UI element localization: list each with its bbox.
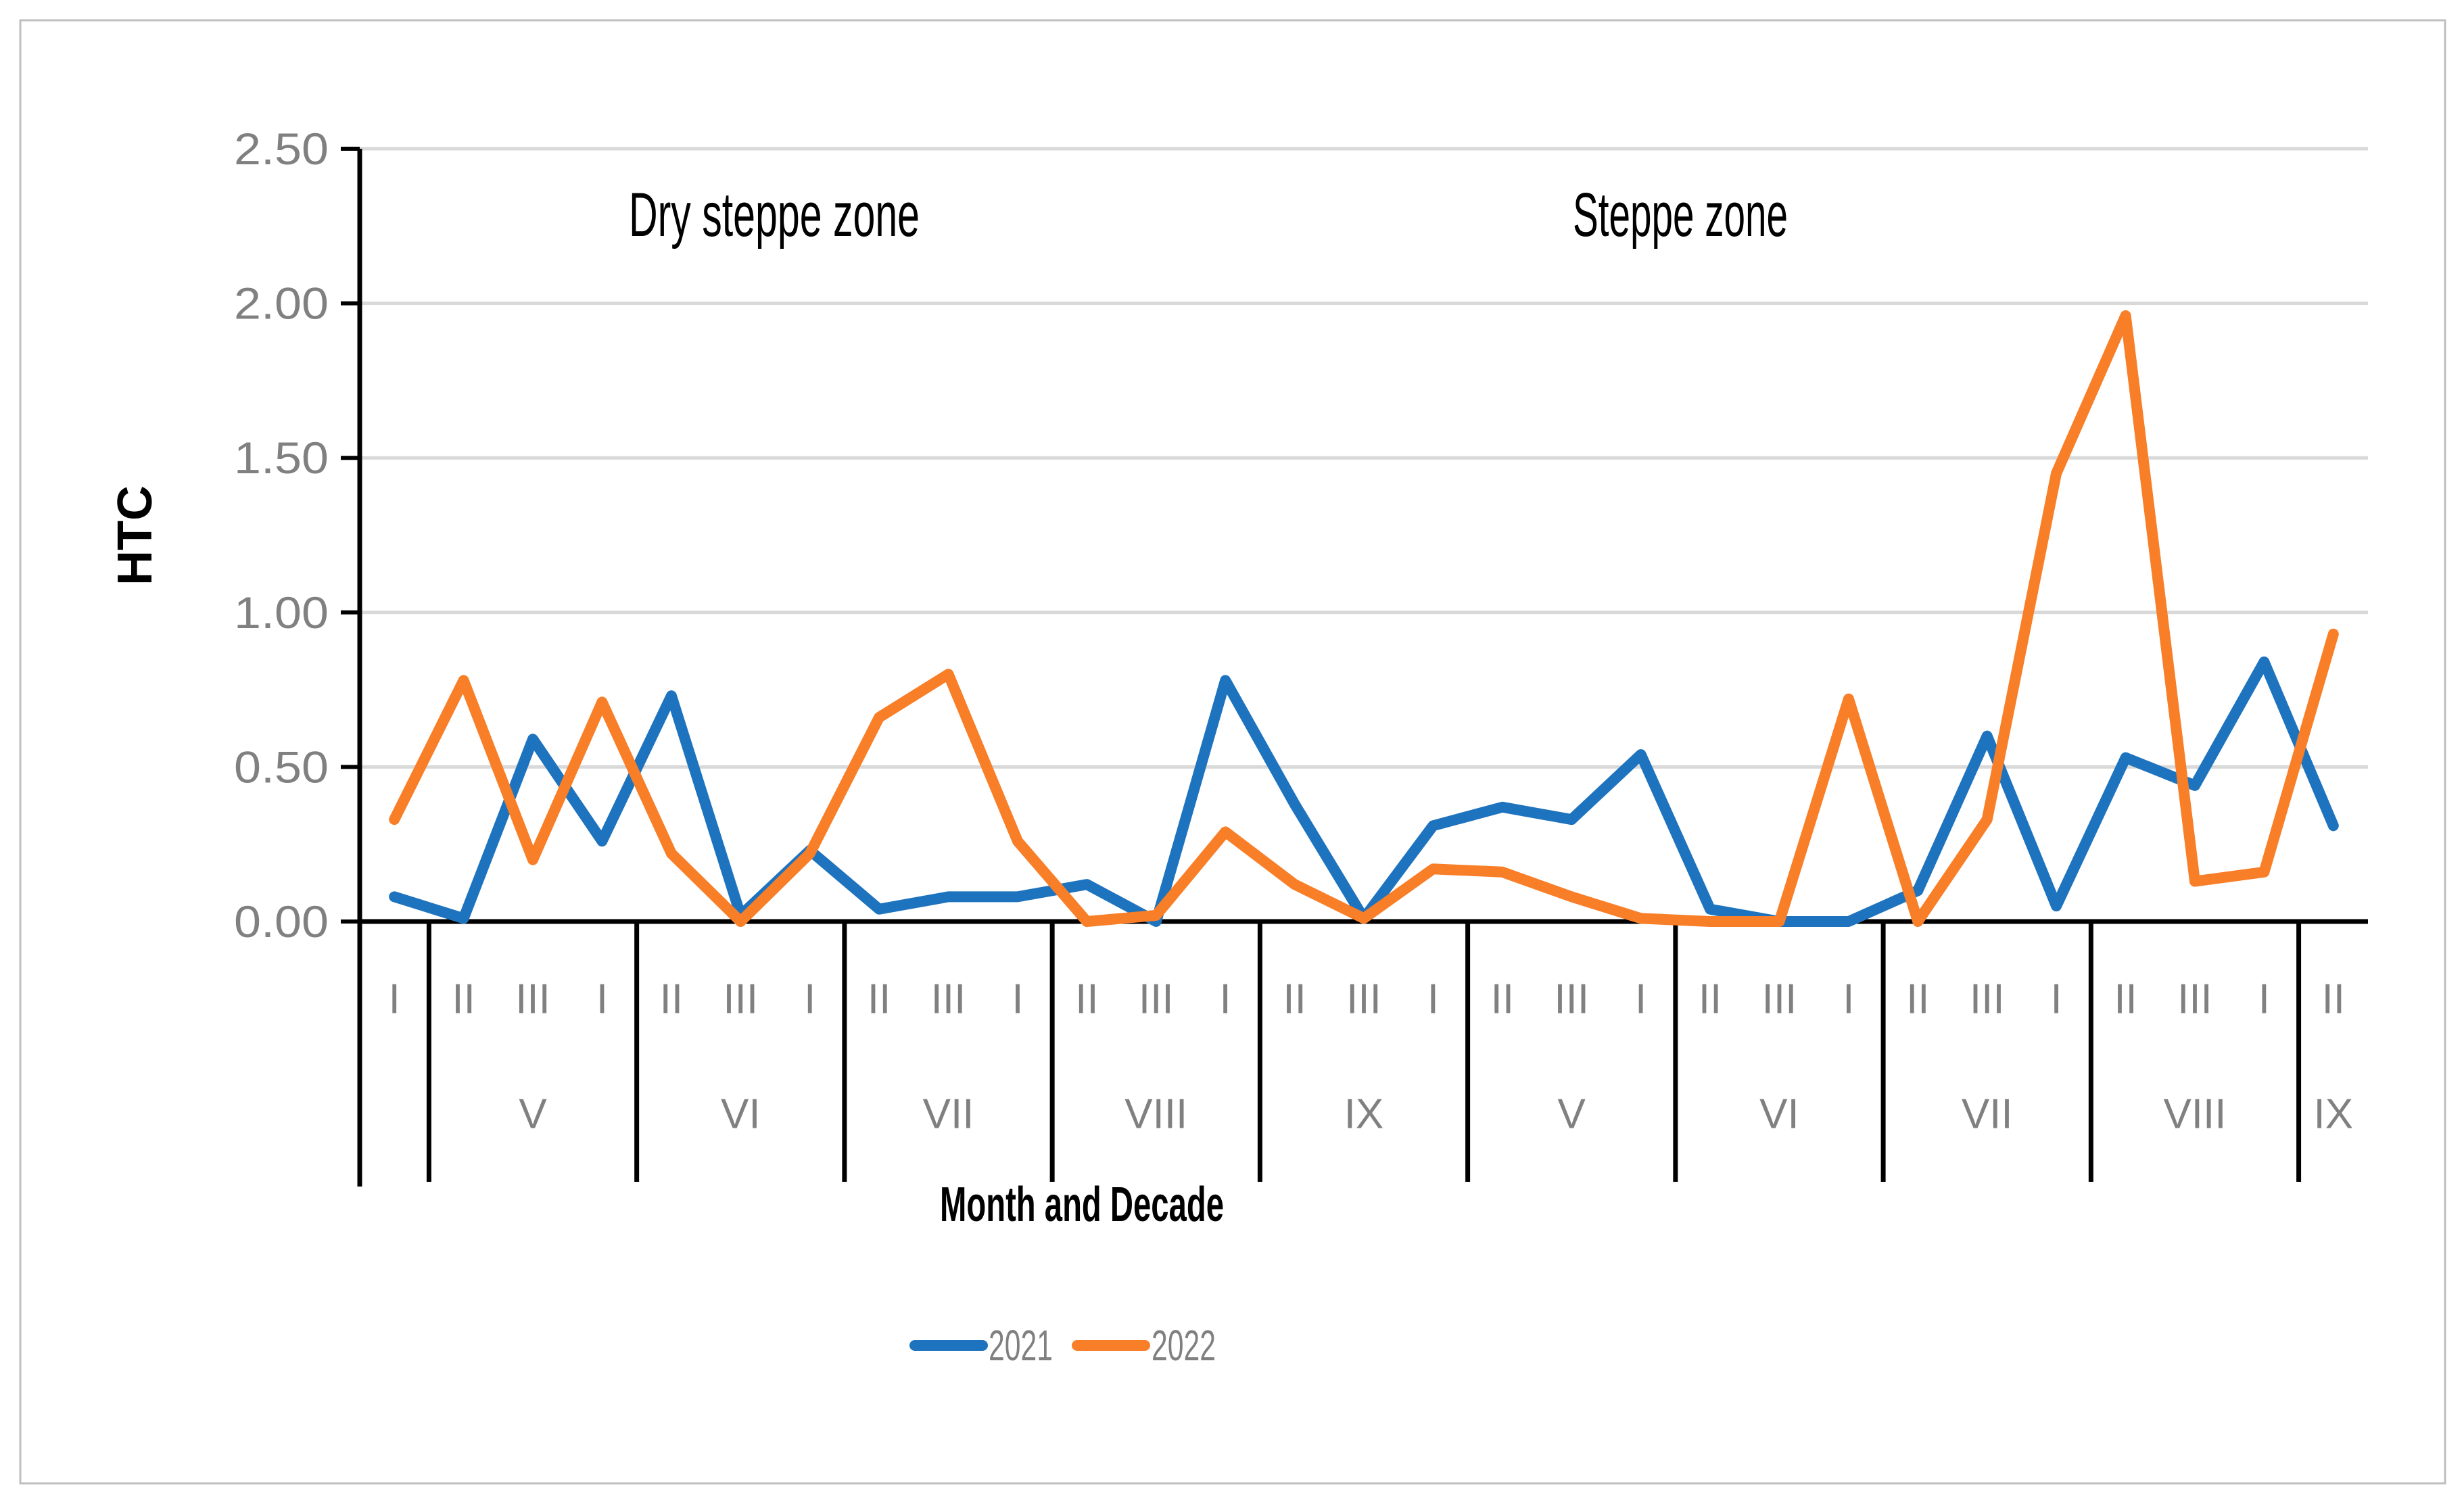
month-label: VIII — [2163, 1091, 2226, 1138]
y-tick-label: 2.00 — [234, 279, 329, 329]
decade-label: I — [2051, 976, 2062, 1023]
decade-label: III — [1762, 976, 1797, 1023]
decade-label: I — [804, 976, 815, 1023]
zone-title-steppe: Steppe zone — [1573, 181, 1788, 249]
month-label: V — [519, 1091, 547, 1138]
y-tick-label: 0.50 — [234, 742, 329, 792]
legend-label-2022: 2022 — [1152, 1321, 1216, 1370]
y-tick-label: 0.00 — [234, 896, 329, 947]
decade-label: I — [596, 976, 608, 1023]
decade-label: II — [868, 976, 891, 1023]
zone-title-dry-steppe: Dry steppe zone — [629, 181, 920, 249]
month-label: V — [1558, 1091, 1586, 1138]
month-label: IX — [1344, 1091, 1384, 1138]
month-label: VI — [721, 1091, 761, 1138]
y-tick-label: 1.00 — [234, 588, 329, 638]
decade-label: III — [1346, 976, 1381, 1023]
decade-label: I — [1220, 976, 1231, 1023]
month-label: VIII — [1124, 1091, 1187, 1138]
decade-label: I — [2258, 976, 2270, 1023]
decade-label: III — [1970, 976, 2005, 1023]
month-label: VII — [1962, 1091, 2013, 1138]
decade-label: I — [1843, 976, 1854, 1023]
decade-label: II — [1283, 976, 1306, 1023]
decade-label: II — [2322, 976, 2345, 1023]
y-tick-label: 2.50 — [234, 124, 329, 174]
decade-label: I — [389, 976, 400, 1023]
decade-label: I — [1427, 976, 1439, 1023]
decade-label: II — [1699, 976, 1722, 1023]
decade-label: III — [931, 976, 966, 1023]
decade-label: I — [1635, 976, 1646, 1023]
y-tick-label: 1.50 — [234, 433, 329, 483]
figure-border — [19, 19, 2446, 1485]
decade-label: II — [2114, 976, 2137, 1023]
decade-label: II — [452, 976, 475, 1023]
month-label: VI — [1759, 1091, 1799, 1138]
series-line-2022 — [389, 310, 2339, 927]
x-axis-title: Month and Decade — [940, 1178, 1224, 1232]
decade-label: III — [2177, 976, 2212, 1023]
month-label: IX — [2313, 1091, 2353, 1138]
legend-label-2021: 2021 — [989, 1321, 1053, 1370]
decade-label: II — [1906, 976, 1929, 1023]
decade-label: III — [515, 976, 550, 1023]
decade-label: III — [1139, 976, 1174, 1023]
month-label: VII — [923, 1091, 974, 1138]
decade-label: II — [1491, 976, 1514, 1023]
decade-label: III — [723, 976, 758, 1023]
decade-label: III — [1554, 976, 1589, 1023]
decade-label: I — [1012, 976, 1023, 1023]
decade-label: II — [660, 976, 683, 1023]
decade-label: II — [1075, 976, 1098, 1023]
y-axis-title: HTC — [108, 485, 162, 585]
